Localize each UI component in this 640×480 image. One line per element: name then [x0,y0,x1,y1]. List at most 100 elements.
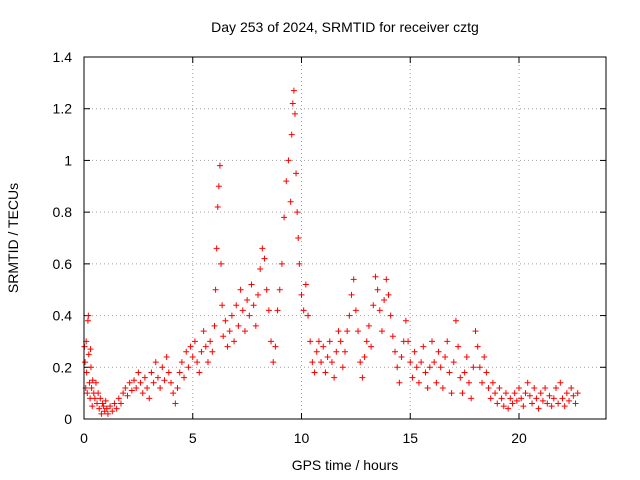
data-point [520,403,527,410]
data-point [357,359,364,366]
data-point [265,307,272,314]
data-point [383,276,390,283]
data-point [102,397,109,404]
data-point [131,377,138,384]
data-point [518,395,525,402]
data-point [287,198,294,205]
data-point [511,390,518,397]
data-point [485,384,492,391]
data-point [409,374,416,381]
data-point [161,377,168,384]
data-point [120,390,127,397]
data-point [537,390,544,397]
data-point [113,405,120,412]
data-point [219,302,226,309]
data-point [189,353,196,360]
data-point [392,348,399,355]
data-point [107,403,114,410]
data-point [465,379,472,386]
data-point [174,384,181,391]
data-point [570,392,577,399]
data-point [146,395,153,402]
data-point [91,395,98,402]
data-point [252,322,259,329]
data-point [213,245,220,252]
data-point [574,390,581,397]
data-point [215,183,222,190]
data-point [359,374,366,381]
data-point [300,307,307,314]
data-point [531,384,538,391]
data-point [313,348,320,355]
data-point [535,405,542,412]
data-point [148,369,155,376]
data-point [420,343,427,350]
data-point [496,384,503,391]
data-point [268,338,275,345]
data-point [290,87,297,94]
x-tick-label: 5 [189,430,197,446]
data-point [470,364,477,371]
data-point [196,369,203,376]
data-point [103,405,110,412]
data-point [86,379,93,386]
data-point [435,348,442,355]
data-point [283,178,290,185]
data-point [82,359,89,366]
data-point [526,392,533,399]
data-point [288,131,295,138]
data-point [389,333,396,340]
data-point [431,359,438,366]
data-point [529,400,536,407]
data-point [191,338,198,345]
data-point [468,395,475,402]
data-point [109,408,116,415]
data-point [214,203,221,210]
data-point [111,400,118,407]
data-point [302,281,309,288]
data-point [324,353,331,360]
data-point [552,384,559,391]
data-point [289,100,296,107]
data-point [322,369,329,376]
data-point [328,359,335,366]
data-point [424,384,431,391]
data-point [235,322,242,329]
data-point [176,369,183,376]
data-point [555,400,562,407]
data-point [222,317,229,324]
data-point [385,291,392,298]
data-point [539,397,546,404]
data-point [568,384,575,391]
data-point [355,328,362,335]
data-point [139,390,146,397]
data-point [99,400,106,407]
data-point [83,369,90,376]
data-point [293,170,300,177]
data-point [433,379,440,386]
data-point [368,343,375,350]
data-point [487,395,494,402]
data-point [212,286,219,293]
data-point [122,384,129,391]
data-point [572,400,579,407]
data-point [98,410,105,417]
data-point [272,343,279,350]
data-point [561,403,568,410]
data-point [124,392,131,399]
data-point [226,328,233,335]
data-point [250,302,257,309]
data-point [224,343,231,350]
x-tick-label: 15 [402,430,418,446]
data-point [422,369,429,376]
data-point [305,312,312,319]
data-point [309,359,316,366]
data-point [239,307,246,314]
data-point [141,374,148,381]
data-point [387,312,394,319]
data-point [522,390,529,397]
y-tick-label: 0.6 [53,256,73,272]
plot-frame [83,56,607,420]
data-point [216,162,223,169]
data-point [426,364,433,371]
